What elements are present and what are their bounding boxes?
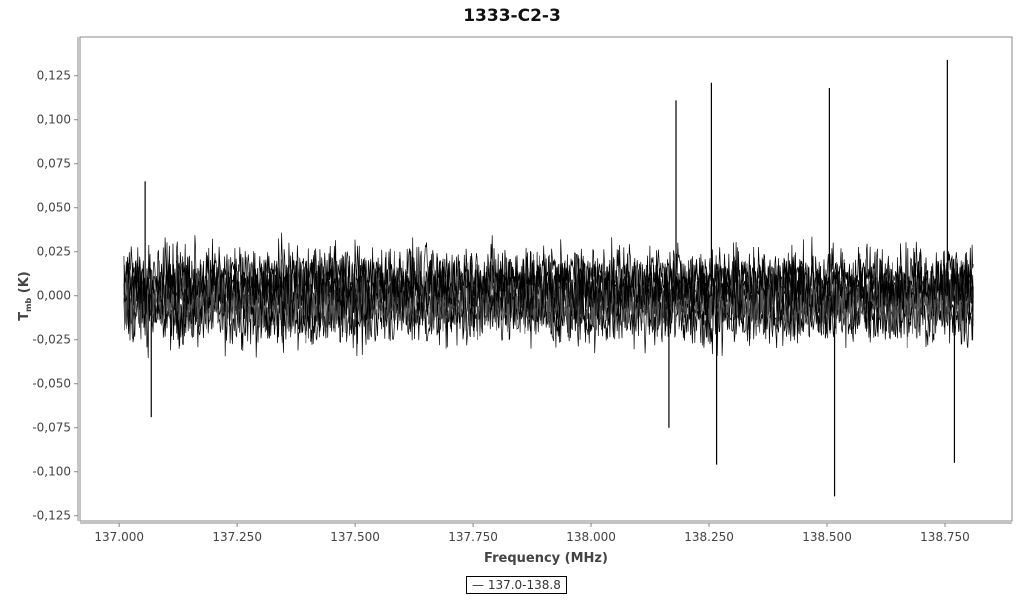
x-tick-label: 138.250 <box>684 530 734 544</box>
x-tick-label: 137.500 <box>330 530 380 544</box>
legend: — 137.0-138.8 <box>466 576 567 594</box>
x-axis-label: Frequency (MHz) <box>484 551 608 566</box>
y-tick-label: 0,125 <box>37 69 71 83</box>
x-tick-label: 138.750 <box>920 530 970 544</box>
y-tick-label: -0,050 <box>32 377 71 391</box>
x-tick-label: 137.000 <box>94 530 144 544</box>
x-ticks: 137.000 137.250 137.500 137.750 138.000 138.2… <box>94 523 970 544</box>
series-traces <box>123 59 974 497</box>
y-tick-label: 0,050 <box>37 201 71 215</box>
y-tick-label: 0,025 <box>37 245 71 259</box>
spectrum-trace <box>123 260 974 349</box>
y-tick-label: 0,000 <box>37 289 71 303</box>
legend-line-icon: — <box>472 578 484 592</box>
y-tick-label: -0,025 <box>32 333 71 347</box>
x-tick-label: 137.250 <box>212 530 262 544</box>
y-tick-label: -0,125 <box>32 509 71 523</box>
y-tick-label: 0,100 <box>37 113 71 127</box>
spectrum-trace <box>123 243 974 334</box>
x-tick-label: 138.500 <box>802 530 852 544</box>
y-tick-label: 0,075 <box>37 157 71 171</box>
legend-label: 137.0-138.8 <box>487 578 561 592</box>
x-tick-label: 138.000 <box>566 530 616 544</box>
y-axis-label: Tmb (K) <box>17 271 33 320</box>
y-tick-label: -0,075 <box>32 421 71 435</box>
y-ticks: 0,125 0,100 0,075 0,050 0,025 0,000 -0,025 -0,0… <box>32 69 78 523</box>
x-tick-label: 137.750 <box>448 530 498 544</box>
chart-title: 1333-C2-3 <box>463 6 561 26</box>
y-tick-label: -0,100 <box>32 465 71 479</box>
